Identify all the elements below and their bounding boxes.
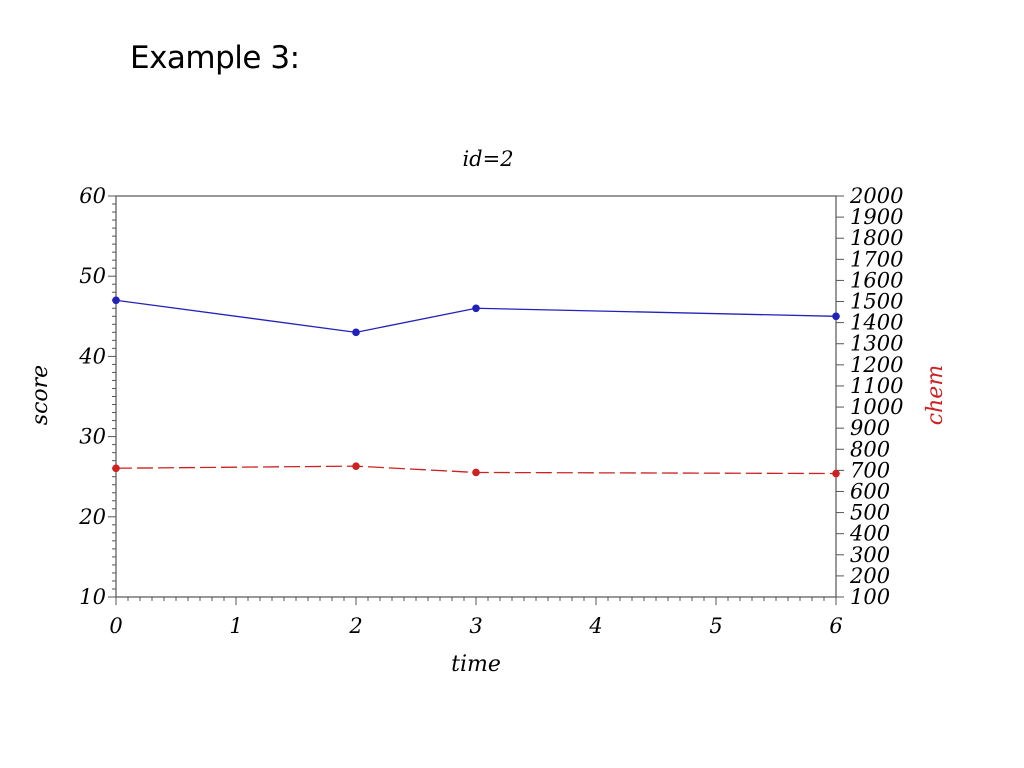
x-tick-label: 1 [229, 614, 242, 638]
x-tick-label: 5 [709, 614, 722, 638]
y2-tick-label: 2000 [849, 184, 903, 208]
y2-tick-label: 1100 [850, 374, 903, 398]
y-axis-label: score [28, 365, 53, 425]
plot-frame [115, 195, 837, 598]
series-line-2 [115, 465, 837, 475]
y2-tick-label: 400 [849, 522, 890, 546]
y-tick-label: 20 [78, 505, 106, 529]
x-axis: 0 1 2 3 4 5 6 [109, 597, 843, 638]
series-point-1 [352, 328, 360, 337]
y2-tick-label: 600 [850, 479, 890, 503]
plot-border [115, 195, 837, 598]
y2-tick-label: 100 [850, 585, 890, 609]
y2-tick-label: 1200 [850, 353, 903, 377]
series-layer [112, 296, 840, 478]
y-tick-label: 40 [78, 344, 106, 368]
y2-tick-label: 900 [850, 416, 890, 440]
y-axis-chem: 1002003004005006007008009001000110012001… [836, 184, 903, 609]
y2-tick-label: 800 [850, 437, 890, 461]
y2-tick-label: 500 [850, 501, 890, 525]
y-tick-label: 10 [79, 585, 106, 609]
x-tick-label: 6 [829, 614, 842, 638]
series-point-1 [832, 312, 840, 321]
y2-tick-label: 1900 [850, 205, 903, 229]
y-tick-label: 50 [79, 264, 106, 288]
x-tick-label: 0 [109, 614, 122, 638]
series-point-2 [352, 462, 360, 470]
series-point-1 [112, 296, 120, 305]
x-tick-label: 3 [469, 614, 482, 638]
series-point-2 [112, 464, 120, 473]
y-tick-label: 30 [79, 425, 106, 449]
chart-title: id=2 [462, 147, 513, 171]
y2-tick-label: 1700 [850, 247, 903, 271]
y2-tick-label: 1400 [850, 311, 903, 335]
y2-tick-label: 1000 [850, 395, 903, 419]
y2-tick-label: 1500 [850, 290, 903, 314]
series-point-2 [832, 469, 840, 478]
y2-tick-label: 1300 [850, 332, 903, 356]
slide-heading: Example 3: [130, 40, 300, 76]
y2-tick-label: 1800 [850, 226, 903, 250]
series-point-1 [472, 304, 480, 313]
x-tick-label: 4 [588, 614, 602, 638]
y-axis-score: 10 20 30 40 50 60 [78, 184, 116, 609]
x-axis-label: time [451, 652, 501, 677]
y2-tick-label: 300 [850, 543, 890, 567]
y2-tick-label: 200 [849, 564, 890, 588]
y2-tick-label: 700 [850, 458, 890, 482]
series-point-2 [472, 468, 480, 477]
x-tick-label: 2 [348, 614, 362, 638]
y2-tick-label: 1600 [850, 268, 903, 292]
series-line-1 [115, 299, 837, 333]
y-tick-label: 60 [79, 184, 106, 208]
y2-axis-label: chem [923, 365, 948, 425]
